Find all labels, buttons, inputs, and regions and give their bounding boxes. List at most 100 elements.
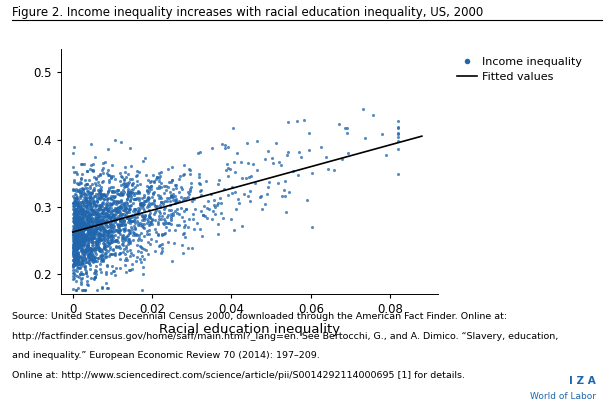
Point: [122, 208, 131, 215]
Point: [104, 231, 114, 237]
Point: [108, 246, 118, 252]
Point: [77, 249, 87, 256]
Point: [151, 209, 161, 215]
Point: [85, 230, 95, 236]
Point: [101, 193, 111, 200]
Point: [77, 210, 87, 217]
Point: [84, 259, 94, 266]
Point: [105, 228, 114, 235]
Point: [92, 237, 102, 244]
Point: [103, 238, 113, 245]
Point: [81, 234, 91, 241]
Point: [109, 198, 119, 204]
Point: [85, 209, 94, 216]
Point: [93, 224, 103, 230]
Point: [122, 233, 132, 239]
Point: [79, 254, 89, 260]
Point: [77, 191, 87, 197]
Point: [69, 220, 79, 227]
Point: [81, 180, 91, 187]
Point: [96, 184, 106, 190]
Point: [83, 217, 93, 223]
Point: [105, 240, 114, 247]
Point: [80, 249, 89, 255]
Point: [82, 278, 92, 285]
Point: [98, 255, 108, 261]
Point: [69, 205, 79, 212]
Point: [134, 234, 143, 241]
Point: [83, 223, 92, 229]
Point: [358, 106, 368, 112]
Point: [69, 262, 78, 268]
Point: [85, 217, 95, 224]
Point: [114, 227, 123, 234]
Point: [210, 211, 219, 217]
Point: [140, 154, 150, 161]
Point: [82, 223, 92, 230]
Point: [74, 251, 83, 257]
Point: [124, 188, 134, 195]
Point: [102, 231, 112, 237]
Point: [119, 246, 129, 252]
Point: [83, 214, 93, 221]
Point: [95, 230, 105, 236]
Point: [72, 253, 81, 259]
Point: [85, 216, 95, 222]
Point: [68, 273, 78, 279]
Point: [68, 263, 78, 270]
Point: [71, 202, 81, 208]
Point: [168, 197, 178, 203]
Point: [105, 228, 115, 234]
Point: [78, 235, 88, 242]
Point: [108, 200, 118, 206]
Point: [85, 222, 94, 228]
Point: [84, 201, 94, 208]
Point: [74, 265, 83, 272]
Point: [136, 200, 145, 206]
Point: [77, 287, 87, 294]
Point: [100, 235, 110, 242]
Point: [84, 245, 94, 251]
Point: [139, 221, 149, 228]
Point: [76, 268, 86, 275]
Point: [80, 247, 90, 253]
Point: [90, 269, 100, 276]
Point: [140, 212, 150, 219]
Point: [147, 219, 156, 225]
Point: [123, 232, 133, 239]
Point: [188, 194, 198, 201]
Point: [216, 209, 226, 216]
Point: [77, 213, 86, 219]
Point: [85, 229, 95, 235]
Point: [223, 191, 233, 198]
Point: [74, 233, 84, 239]
Point: [69, 177, 78, 184]
Point: [154, 232, 164, 238]
Point: [185, 171, 195, 177]
Point: [82, 202, 92, 209]
Point: [91, 220, 101, 227]
Point: [99, 224, 109, 230]
Point: [85, 184, 95, 191]
Point: [103, 201, 112, 207]
Point: [95, 185, 105, 192]
Point: [71, 224, 80, 231]
Point: [83, 236, 92, 242]
Point: [71, 237, 80, 244]
Point: [110, 271, 120, 278]
Point: [77, 257, 86, 264]
Point: [71, 254, 80, 261]
Point: [86, 256, 95, 262]
Point: [88, 198, 98, 204]
Point: [72, 220, 82, 227]
Point: [125, 230, 135, 237]
Point: [98, 191, 108, 197]
Point: [139, 264, 148, 271]
Point: [91, 153, 100, 160]
Point: [112, 213, 122, 220]
Point: [209, 208, 218, 215]
Point: [77, 281, 86, 288]
Point: [292, 118, 302, 124]
Point: [133, 222, 143, 229]
Point: [152, 173, 162, 180]
